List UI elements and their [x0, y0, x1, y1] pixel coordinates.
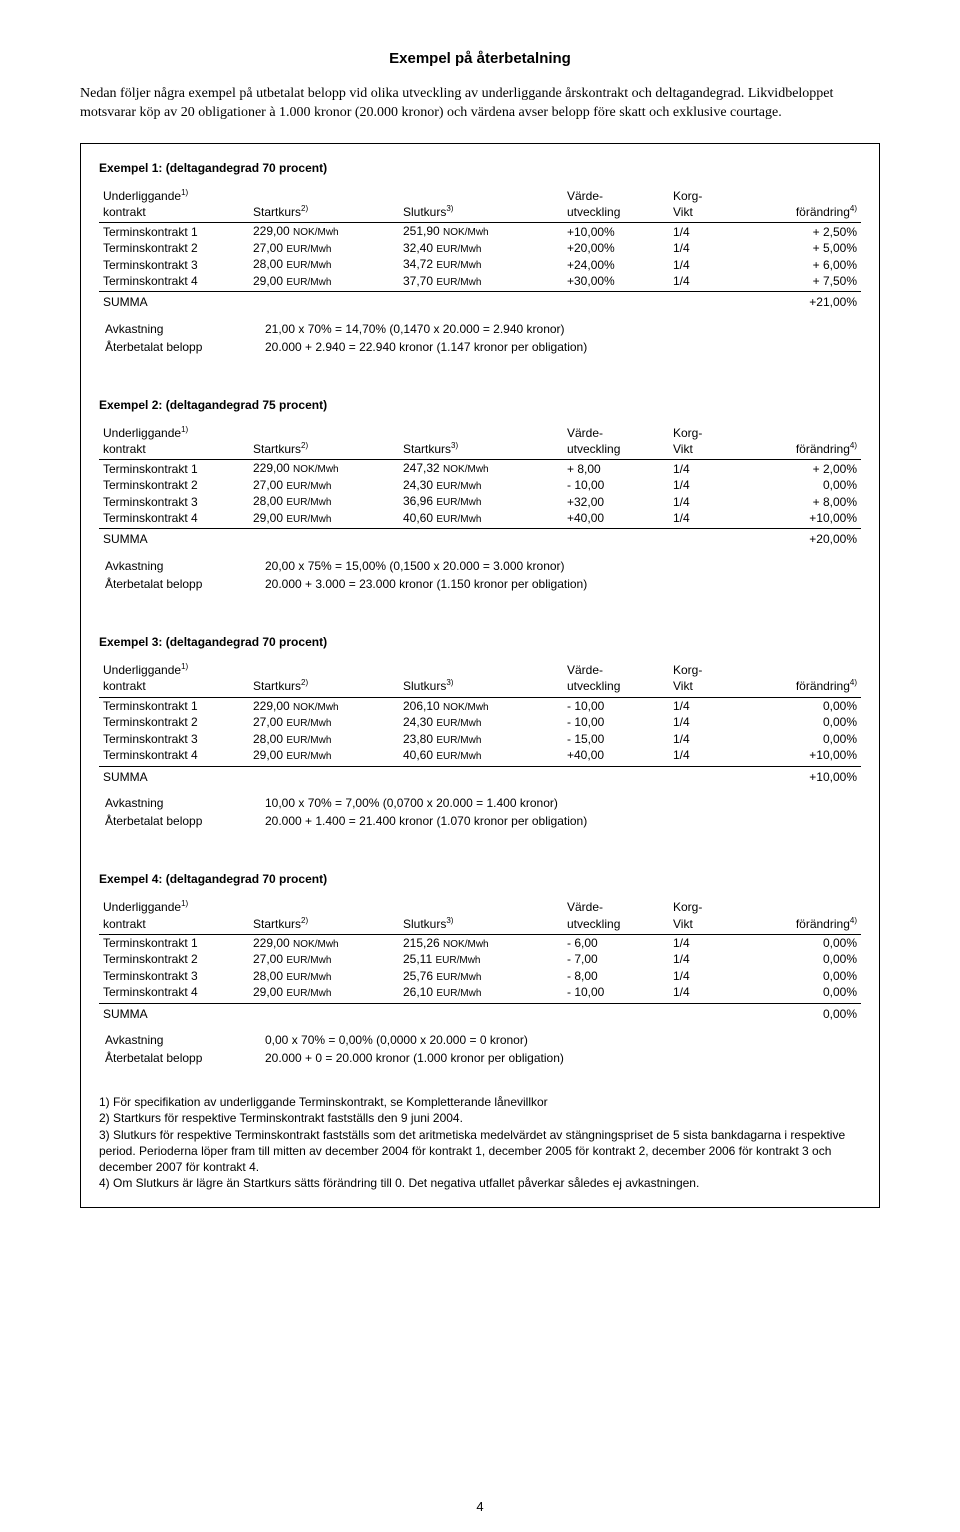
example-title: Exempel 3: (deltagandegrad 70 procent) [99, 634, 861, 650]
table-row: Terminskontrakt 1229,00 NOK/Mwh206,10 NO… [99, 697, 861, 714]
footnote-line: 2) Startkurs för respektive Terminskontr… [99, 1110, 861, 1126]
example-table: Underliggande1)kontraktStartkurs2)Slutku… [99, 188, 861, 311]
table-row: Terminskontrakt 328,00 EUR/Mwh23,80 EUR/… [99, 731, 861, 748]
calc-block: Avkastning10,00 x 70% = 7,00% (0,0700 x … [99, 793, 593, 831]
example-table: Underliggande1)kontraktStartkurs2)Startk… [99, 425, 861, 548]
calc-block: Avkastning0,00 x 70% = 0,00% (0,0000 x 2… [99, 1030, 570, 1068]
example-title: Exempel 2: (deltagandegrad 75 procent) [99, 397, 861, 413]
footnote-line: 1) För specifikation av underliggande Te… [99, 1094, 861, 1110]
example-title: Exempel 1: (deltagandegrad 70 procent) [99, 160, 861, 176]
table-row: Terminskontrakt 429,00 EUR/Mwh40,60 EUR/… [99, 747, 861, 766]
table-row: Terminskontrakt 227,00 EUR/Mwh24,30 EUR/… [99, 477, 861, 494]
table-row: Terminskontrakt 429,00 EUR/Mwh40,60 EUR/… [99, 510, 861, 529]
intro-paragraph: Nedan följer några exempel på utbetalat … [80, 85, 880, 123]
table-row: Terminskontrakt 328,00 EUR/Mwh36,96 EUR/… [99, 493, 861, 510]
table-row: Terminskontrakt 1229,00 NOK/Mwh247,32 NO… [99, 460, 861, 477]
summa-row: SUMMA+20,00% [99, 529, 861, 548]
table-row: Terminskontrakt 328,00 EUR/Mwh25,76 EUR/… [99, 968, 861, 985]
calc-block: Avkastning21,00 x 70% = 14,70% (0,1470 x… [99, 319, 593, 357]
table-row: Terminskontrakt 328,00 EUR/Mwh34,72 EUR/… [99, 256, 861, 273]
table-row: Terminskontrakt 429,00 EUR/Mwh26,10 EUR/… [99, 984, 861, 1003]
table-row: Terminskontrakt 227,00 EUR/Mwh32,40 EUR/… [99, 240, 861, 257]
table-row: Terminskontrakt 1229,00 NOK/Mwh215,26 NO… [99, 934, 861, 951]
footnotes-inner: 1) För specifikation av underliggande Te… [99, 1094, 861, 1191]
table-row: Terminskontrakt 227,00 EUR/Mwh25,11 EUR/… [99, 951, 861, 968]
calc-block: Avkastning20,00 x 75% = 15,00% (0,1500 x… [99, 556, 593, 594]
summa-row: SUMMA+21,00% [99, 292, 861, 311]
table-row: Terminskontrakt 1229,00 NOK/Mwh251,90 NO… [99, 223, 861, 240]
examples-box: Exempel 1: (deltagandegrad 70 procent) Un… [80, 143, 880, 1209]
example-table: Underliggande1)kontraktStartkurs2)Slutku… [99, 899, 861, 1022]
table-row: Terminskontrakt 227,00 EUR/Mwh24,30 EUR/… [99, 714, 861, 731]
page-title: Exempel på återbetalning [80, 50, 880, 67]
footnote-line: 3) Slutkurs för respektive Terminskontra… [99, 1127, 861, 1176]
summa-row: SUMMA+10,00% [99, 766, 861, 785]
summa-row: SUMMA0,00% [99, 1003, 861, 1022]
footnote-line: 4) Om Slutkurs är lägre än Startkurs sät… [99, 1175, 861, 1191]
table-row: Terminskontrakt 429,00 EUR/Mwh37,70 EUR/… [99, 273, 861, 292]
document-page: Exempel på återbetalning Nedan följer nå… [0, 0, 960, 1532]
page-number: 4 [0, 1499, 960, 1514]
example-title: Exempel 4: (deltagandegrad 70 procent) [99, 871, 861, 887]
example-table: Underliggande1)kontraktStartkurs2)Slutku… [99, 662, 861, 785]
